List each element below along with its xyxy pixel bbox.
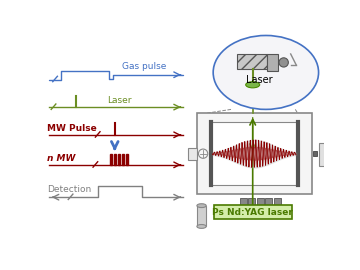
Text: n MW: n MW — [47, 154, 76, 163]
Ellipse shape — [334, 147, 343, 163]
Bar — [239, 198, 247, 207]
Bar — [110, 154, 112, 165]
Bar — [126, 154, 128, 165]
Text: Laser: Laser — [246, 75, 273, 85]
Bar — [237, 54, 267, 69]
Bar — [257, 198, 264, 207]
Ellipse shape — [197, 204, 206, 208]
Text: Gas pulse: Gas pulse — [122, 62, 167, 71]
Bar — [188, 147, 197, 160]
Text: Ps Nd:YAG laser: Ps Nd:YAG laser — [212, 208, 293, 217]
Bar — [118, 154, 120, 165]
Bar — [122, 154, 124, 165]
Text: Laser: Laser — [107, 96, 131, 105]
Bar — [248, 198, 255, 207]
Bar — [319, 143, 339, 166]
Bar — [114, 154, 116, 165]
Bar — [274, 198, 280, 207]
Ellipse shape — [213, 35, 319, 109]
Ellipse shape — [246, 82, 260, 88]
Bar — [211, 123, 298, 185]
Bar — [197, 206, 206, 227]
Text: Detection: Detection — [47, 185, 91, 194]
Circle shape — [279, 58, 288, 67]
Ellipse shape — [197, 225, 206, 228]
Bar — [313, 151, 317, 156]
FancyBboxPatch shape — [213, 205, 292, 219]
Bar — [197, 113, 312, 194]
Bar — [265, 198, 272, 207]
Bar — [267, 54, 278, 71]
Text: MW Pulse: MW Pulse — [47, 124, 97, 133]
